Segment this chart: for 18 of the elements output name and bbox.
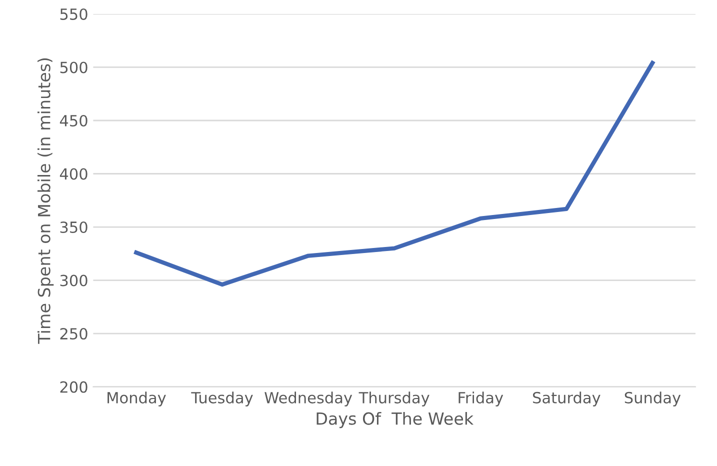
y-tick-label: 450 xyxy=(60,114,88,127)
y-tick-label: 350 xyxy=(60,221,88,234)
y-tick-label: 550 xyxy=(60,8,88,20)
y-tick-label: 500 xyxy=(60,62,88,74)
y-tick-label: 300 xyxy=(60,274,88,286)
x-axis-title: Days Of The Week xyxy=(316,412,474,428)
y-axis-title: Time Spent on Mobile (in minutes) xyxy=(38,58,54,344)
y-tick-label: 400 xyxy=(60,168,88,180)
x-tick-label: Monday xyxy=(108,392,166,406)
y-tick-label: 250 xyxy=(60,328,88,340)
x-tick-label: Sunday xyxy=(624,392,681,406)
y-tick-label: 200 xyxy=(60,381,88,393)
x-tick-label: Thursday xyxy=(358,392,430,406)
line-series xyxy=(134,60,655,287)
x-tick-label: Wednesday xyxy=(264,392,352,406)
x-tick-label: Tuesday xyxy=(191,392,253,406)
x-tick-label: Friday xyxy=(458,392,504,406)
x-tick-label: Saturday xyxy=(533,392,600,406)
